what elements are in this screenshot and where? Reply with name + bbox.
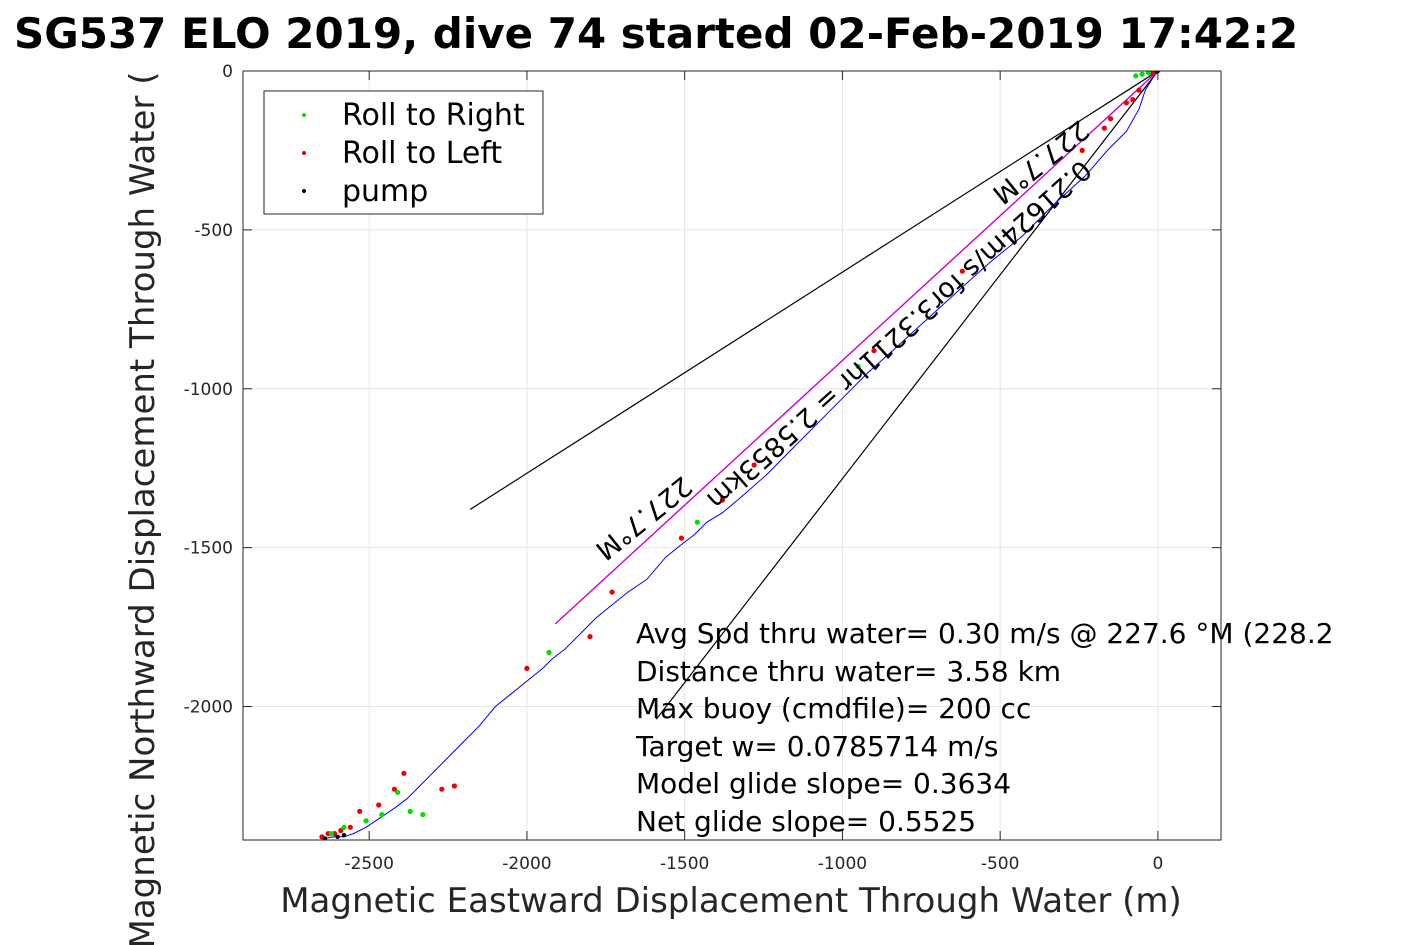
heading-line-lower [655,71,1159,720]
roll-left-point [357,808,363,815]
roll-left-point [587,634,593,640]
stat-distance: Distance thru water= 3.58 km [636,655,1061,688]
y-tick-label: -500 [194,221,233,241]
y-axis-label: Magnetic Northward Displacement Through … [123,72,163,945]
pump-point [1154,71,1160,74]
chart-title: SG537 ELO 2019, dive 74 started 02-Feb-2… [14,9,1298,58]
roll-left-point [391,786,397,792]
roll-left-point [376,802,382,808]
y-tick-label: -1500 [184,539,233,559]
roll-left-point [347,824,353,830]
roll-left-point [959,268,965,274]
stat-net-glide-slope: Net glide slope= 0.5525 [636,805,976,838]
roll-left-point [439,786,445,792]
roll-right-point [363,818,369,824]
roll-right-point [341,824,347,830]
roll-left-point [1108,116,1114,122]
roll-right-point [420,812,426,818]
roll-right-point [1145,71,1151,76]
roll-right-point [1139,71,1145,77]
y-axis-ticks: 0 -500 -1000 -1500 -2000 [184,62,1221,718]
legend-label-roll-right: Roll to Right [342,98,525,133]
roll-left-point [1136,87,1142,93]
plot-frame [242,70,1222,841]
x-tick-label: -1000 [818,854,867,874]
stat-avg-speed: Avg Spd thru water= 0.30 m/s @ 227.6 °M … [636,617,1334,650]
dive-statistics: Avg Spd thru water= 0.30 m/s @ 227.6 °M … [635,617,1334,838]
roll-left-point [1123,100,1129,106]
roll-left-point [451,783,457,789]
legend-label-roll-left: Roll to Left [342,136,502,171]
legend: Roll to Right Roll to Left pump [263,90,544,215]
roll-left-point [1130,97,1136,103]
roll-right-point [395,789,401,795]
x-tick-label: -2500 [344,854,393,874]
legend-marker-roll-left [302,151,306,155]
roll-left-point [338,827,344,834]
legend-label-pump: pump [342,174,428,209]
x-tick-label: -1500 [660,854,709,874]
roll-right-point [407,808,413,815]
roll-right-point [855,363,861,370]
roll-left-point [678,535,685,541]
roll-left-point [609,589,615,595]
roll-left-point [1079,147,1085,153]
roll-left-point [1101,125,1107,131]
legend-box [263,90,544,215]
roll-left-point [524,665,530,672]
y-tick-label: 0 [222,62,233,82]
grid-lines [243,70,1221,840]
roll-left-point [719,497,726,503]
roll-left-point [751,462,757,468]
roll-left-point [401,770,407,776]
roll-right-point [546,649,552,656]
legend-marker-pump [302,189,306,193]
x-tick-label: -500 [981,854,1020,874]
roll-right-point [1133,73,1139,79]
stat-max-buoy: Max buoy (cmdfile)= 200 cc [636,692,1031,725]
pump-point [335,834,340,839]
y-tick-label: -2000 [184,698,233,718]
roll-left-point [871,348,877,354]
roll-right-point [328,831,334,837]
y-tick-label: -1000 [184,380,233,400]
pump-point [322,836,328,840]
x-axis-ticks: -2500 -2000 -1500 -1000 -500 0 [344,71,1163,874]
x-tick-label: -2000 [502,854,551,874]
x-tick-label: 0 [1152,854,1163,874]
roll-right-point [379,812,385,818]
legend-marker-roll-right [302,113,306,117]
pump-point [341,833,347,838]
track-series-line [324,71,1159,839]
x-axis-label: Magnetic Eastward Displacement Through W… [280,881,1182,921]
stat-target-w: Target w= 0.0785714 m/s [635,730,998,763]
stat-model-glide-slope: Model glide slope= 0.3634 [636,767,1011,800]
plot-content [319,71,1161,840]
roll-right-point [694,519,700,525]
model-heading-line [554,71,1159,625]
marker-points [319,71,1161,840]
heading-line-upper [469,71,1159,511]
